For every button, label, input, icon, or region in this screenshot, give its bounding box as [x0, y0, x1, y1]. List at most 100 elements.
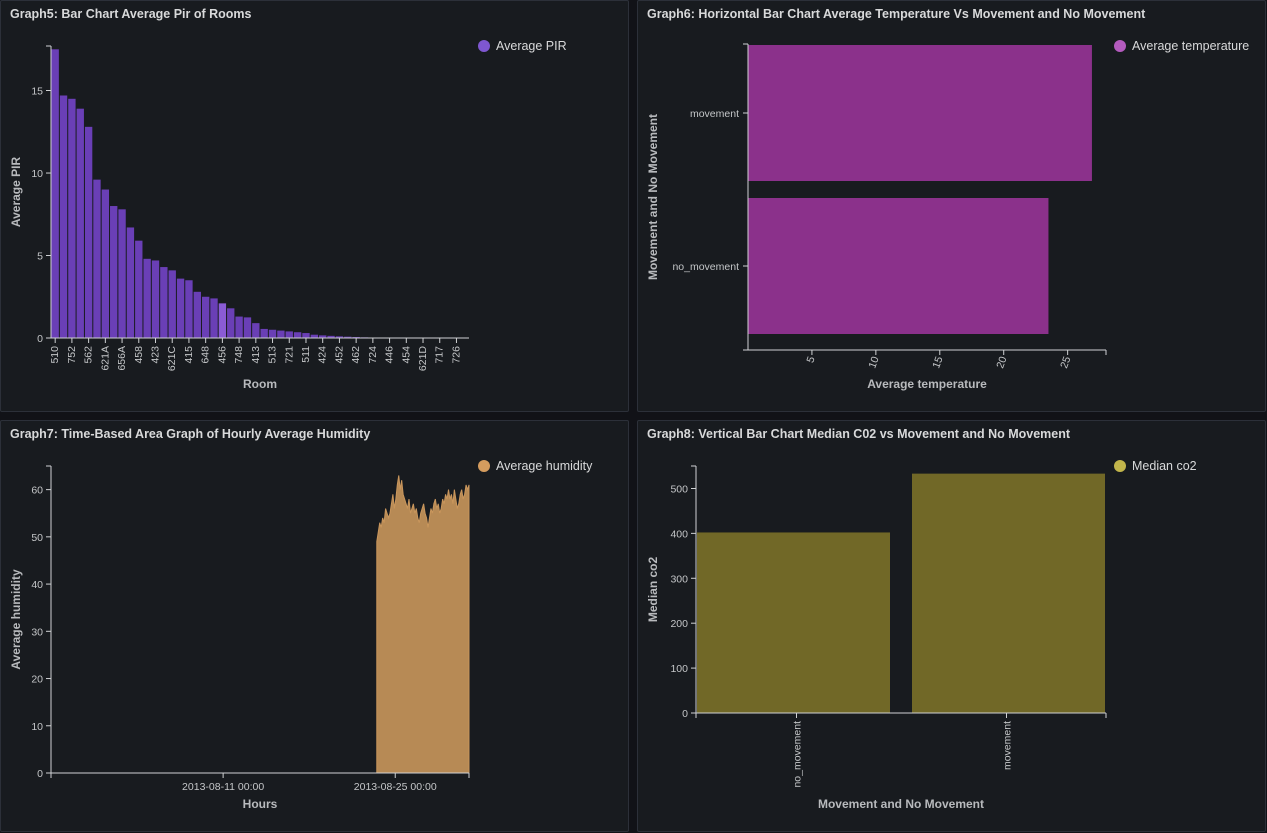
panel-title[interactable]: Graph7: Time-Based Area Graph of Hourly …: [10, 427, 371, 441]
x-tick-label: 424: [317, 346, 329, 364]
bar: [135, 240, 143, 338]
x-tick-label: 462: [350, 346, 362, 364]
y-tick-label: 400: [670, 528, 688, 540]
x-tick-label: 15: [930, 355, 945, 370]
x-tick-label: 752: [66, 346, 78, 364]
bar: [335, 336, 344, 338]
bar: [110, 206, 118, 338]
bar: [151, 260, 160, 338]
x-tick-label: 2013-08-25 00:00: [354, 781, 437, 793]
x-tick-label: 513: [267, 346, 279, 364]
y-tick-label: 10: [31, 721, 43, 733]
y-tick-label: 0: [682, 708, 688, 720]
x-tick-label: 621D: [417, 346, 429, 372]
x-tick-label: 717: [434, 346, 446, 364]
panel-title[interactable]: Graph6: Horizontal Bar Chart Average Tem…: [647, 7, 1146, 21]
legend[interactable]: Average temperature: [1114, 39, 1249, 53]
bar: [252, 323, 260, 338]
panel-title[interactable]: Graph5: Bar Chart Average Pir of Rooms: [10, 7, 252, 21]
y-tick-label: 500: [670, 483, 688, 495]
bar: [101, 189, 110, 338]
x-tick-label: 456: [216, 346, 228, 364]
x-tick-label: 510: [49, 346, 61, 364]
legend-label: Average temperature: [1132, 39, 1250, 53]
bar: [160, 267, 168, 338]
bar: [201, 296, 210, 338]
x-tick-label: 621C: [166, 346, 178, 372]
bar: [697, 532, 890, 713]
bar: [748, 198, 1049, 334]
chart-graph7: 0 10 20 30 40 50 60 2013-08-11 00:00 2013-08-25 …: [9, 465, 470, 811]
y-tick-label: 15: [31, 86, 43, 98]
legend[interactable]: Average PIR: [478, 39, 567, 53]
bar: [68, 98, 76, 339]
x-tick-label: no_movement: [792, 721, 804, 788]
bar: [210, 298, 218, 338]
x-tick-label: 415: [183, 346, 195, 364]
legend-label: Average humidity: [496, 459, 593, 473]
bar: [126, 227, 135, 338]
bar: [185, 280, 193, 338]
x-tick-label: 748: [233, 346, 245, 364]
bar: [277, 330, 285, 338]
x-tick-label: movement: [1002, 721, 1014, 770]
panel-graph6: Graph6: Horizontal Bar Chart Average Tem…: [637, 0, 1266, 412]
legend[interactable]: Median co2: [1114, 459, 1197, 473]
x-tick-label: 454: [400, 346, 412, 364]
y-tick-label: 5: [37, 251, 43, 263]
area-series: [376, 475, 470, 774]
x-axis-title: Hours: [243, 797, 278, 811]
bar: [285, 331, 293, 338]
x-tick-label: 413: [250, 346, 262, 364]
x-tick-label: 452: [333, 346, 345, 364]
y-tick-label: 20: [31, 674, 43, 686]
panel-graph7: Graph7: Time-Based Area Graph of Hourly …: [0, 420, 629, 832]
x-tick-label: 562: [83, 346, 95, 364]
bar: [327, 335, 335, 338]
bar: [319, 335, 327, 338]
x-tick-label: 721: [283, 346, 295, 364]
y-axis-title: Median co2: [646, 557, 660, 623]
y-tick-label: 300: [670, 573, 688, 585]
bar: [218, 303, 227, 338]
y-axis-title: Movement and No Movement: [646, 114, 660, 280]
y-axis-title: Average PIR: [9, 157, 23, 228]
bar: [268, 329, 277, 338]
legend-swatch: [1114, 460, 1126, 472]
x-tick-label: 25: [1058, 355, 1073, 370]
x-tick-label: 20: [994, 355, 1009, 370]
x-axis-title: Movement and No Movement: [818, 797, 984, 811]
y-tick-label: 100: [670, 663, 688, 675]
x-axis-title: Room: [243, 377, 277, 391]
legend-label: Median co2: [1132, 459, 1197, 473]
legend[interactable]: Average humidity: [478, 459, 592, 473]
legend-swatch: [478, 40, 490, 52]
y-axis-title: Average humidity: [9, 569, 23, 670]
x-tick-label: 726: [450, 346, 462, 364]
bar: [143, 258, 151, 338]
bar: [302, 333, 310, 338]
y-tick-label: 30: [31, 626, 43, 638]
x-tick-label: 10: [866, 355, 881, 370]
x-tick-label: 2013-08-11 00:00: [182, 781, 264, 793]
panel-title[interactable]: Graph8: Vertical Bar Chart Median C02 vs…: [647, 427, 1071, 441]
y-tick-label: 50: [31, 532, 43, 544]
bar: [310, 334, 319, 338]
chart-graph8: no_movement movement 0 100 200 300 400 500 Movem…: [646, 465, 1107, 811]
bar: [912, 473, 1105, 713]
x-tick-label: 724: [367, 346, 379, 364]
chart-graph6: movement no_movement 5 10 15 20 25 Average temp…: [646, 43, 1107, 391]
legend-label: Average PIR: [496, 39, 567, 53]
bar: [243, 317, 252, 338]
legend-swatch: [1114, 40, 1126, 52]
bar: [118, 209, 126, 338]
bar: [176, 278, 185, 338]
bar: [93, 179, 101, 338]
panel-graph5: Graph5: Bar Chart Average Pir of Rooms 0…: [0, 0, 629, 412]
y-tick-label: 0: [37, 333, 43, 345]
bar: [51, 49, 59, 338]
x-tick-label: 648: [200, 346, 212, 364]
y-tick-label: 0: [37, 768, 43, 780]
y-tick-label: 10: [31, 168, 43, 180]
